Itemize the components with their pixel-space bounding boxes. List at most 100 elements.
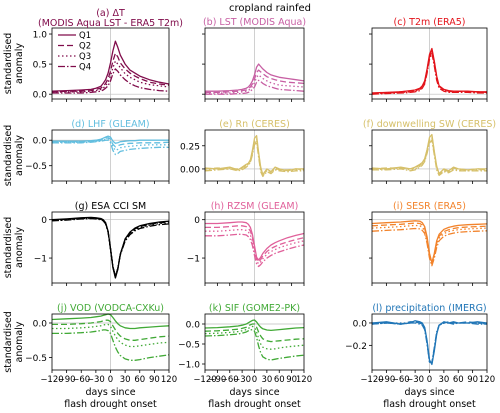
x-tick-label: 30 xyxy=(120,375,131,385)
series-line-q3 xyxy=(371,50,487,95)
series-line-q2 xyxy=(204,323,305,343)
panel-2: (b) LST (MODIS Aqua) xyxy=(202,17,306,102)
y-axis-label: anomaly xyxy=(14,135,25,176)
y-tick-label: 1.0 xyxy=(33,31,48,41)
series-line-q4 xyxy=(371,52,487,95)
x-tick-label: −60 xyxy=(221,375,239,385)
panel-7: 0 −1 (g) ESA CCI SM standardised anomaly xyxy=(3,201,170,286)
x-tick-label: −30 xyxy=(87,375,105,385)
panel-title: (d) LHF (GLEAM) xyxy=(71,119,149,130)
series-line-q4 xyxy=(52,329,170,361)
x-tick-label: −30 xyxy=(233,375,251,385)
panel-title: (b) LST (MODIS Aqua) xyxy=(203,17,306,28)
panel-10: 0.0 −0.5 −120−90−60−30 0 30 60 90 120 (j) VOD (V… xyxy=(3,303,177,410)
y-tick-label: −1 xyxy=(34,255,47,265)
x-tick-label: −90 xyxy=(208,375,226,385)
panel-8: 0 −1 (h) RZSM (GLEAM) xyxy=(187,201,305,286)
x-tick-label: 30 xyxy=(261,375,272,385)
x-tick-label: 120 xyxy=(296,375,312,385)
panel-title: (h) RZSM (GLEAM) xyxy=(211,201,299,212)
panel-6: (f) downwelling SW (CERES) xyxy=(363,119,496,184)
x-tick-label: 60 xyxy=(453,375,464,385)
y-tick-label: −0.2 xyxy=(345,342,367,352)
x-tick-label: 120 xyxy=(161,375,177,385)
y-axis-label: anomaly xyxy=(14,43,25,84)
x-tick-label: 30 xyxy=(438,375,449,385)
y-tick-label: 0 xyxy=(41,216,47,226)
panel-9: (i) SESR (ERA5) xyxy=(369,201,488,286)
x-tick-label: −60 xyxy=(392,375,410,385)
y-axis-label: standardised xyxy=(3,311,14,373)
x-tick-label: −30 xyxy=(406,375,424,385)
legend-label: Q3 xyxy=(79,52,91,62)
x-tick-label: 0 xyxy=(252,375,257,385)
panel-1: 0.0 0.5 1.0 (a) ΔT(MODIS Aqua LST - ERA5 T2… xyxy=(3,8,183,102)
y-axis-label: anomaly xyxy=(14,321,25,362)
series-line-q2 xyxy=(51,52,170,93)
x-tick-label: −90 xyxy=(377,375,395,385)
x-tick-label: −120 xyxy=(193,375,216,385)
series-line-q4 xyxy=(51,217,170,277)
x-axis-label: flash drought onset xyxy=(64,399,157,410)
x-tick-label: −120 xyxy=(40,375,63,385)
y-axis-label: standardised xyxy=(3,33,14,95)
series-line-q3 xyxy=(205,74,305,94)
series-line-q4 xyxy=(52,68,170,94)
panel-title: (f) downwelling SW (CERES) xyxy=(363,119,496,130)
x-tick-label: −60 xyxy=(72,375,90,385)
x-tick-label: 90 xyxy=(286,375,297,385)
series-line-q3 xyxy=(204,325,305,350)
y-axis-label: anomaly xyxy=(14,227,25,268)
x-tick-label: 60 xyxy=(134,375,145,385)
panel-title: (g) ESA CCI SM xyxy=(75,201,147,212)
legend-label: Q4 xyxy=(79,63,91,73)
panel-title: (i) SESR (ERA5) xyxy=(393,201,466,212)
x-tick-label: 60 xyxy=(274,375,285,385)
panel-title: (e) Rn (CERES) xyxy=(219,119,290,130)
series-line-q4 xyxy=(205,79,305,95)
y-tick-label: 0.25 xyxy=(180,142,200,152)
y-tick-label: 0.00 xyxy=(180,165,200,175)
x-tick-label: −120 xyxy=(360,375,383,385)
series-line-q4 xyxy=(52,139,169,156)
x-tick-label: 0 xyxy=(427,375,432,385)
series-line-q2 xyxy=(371,135,488,176)
x-tick-label: −90 xyxy=(58,375,76,385)
series-line-q4 xyxy=(371,227,488,267)
series-line-q3 xyxy=(51,60,170,94)
legend-label: Q2 xyxy=(79,42,91,52)
series-line-q3 xyxy=(371,137,487,176)
y-tick-label: 0.0 xyxy=(33,137,48,147)
panel-title: (j) VOD (VODCA-CXKu) xyxy=(57,303,164,314)
figure-suptitle: cropland rainfed xyxy=(229,3,311,14)
x-axis-label: flash drought onset xyxy=(208,399,301,410)
y-tick-label: −0.5 xyxy=(25,354,47,364)
legend-label: Q1 xyxy=(79,31,91,41)
x-tick-label: 0 xyxy=(108,375,113,385)
x-axis-label: days since xyxy=(85,387,135,398)
panel-grid: 0.0 0.5 1.0 (a) ΔT(MODIS Aqua LST - ERA5 T2… xyxy=(3,8,496,410)
series-line-q1 xyxy=(51,313,170,330)
y-tick-label: 0.5 xyxy=(33,61,47,71)
y-axis-label: standardised xyxy=(3,125,14,187)
y-tick-label: 0.0 xyxy=(353,319,368,329)
panel-title: (c) T2m (ERA5) xyxy=(394,17,466,28)
panel-12: 0.0 −0.2 −120−90−60−30 0 30 60 90 120 (l) precip… xyxy=(345,303,495,410)
series-line-q1 xyxy=(205,63,305,92)
series-line-q2 xyxy=(204,137,305,176)
y-tick-label: 0.0 xyxy=(186,321,201,331)
series-line-q4 xyxy=(371,322,487,363)
series-line-q4 xyxy=(204,328,305,361)
y-tick-label: 0.0 xyxy=(33,91,48,101)
series-line-q4 xyxy=(372,139,487,177)
y-tick-label: −0.5 xyxy=(178,341,200,351)
x-axis-label: days since xyxy=(404,387,454,398)
series-line-q1 xyxy=(204,319,305,332)
panel-4: 0.0 −0.5 (d) LHF (GLEAM) standardised anomal… xyxy=(3,119,170,187)
series-line-q3 xyxy=(52,323,170,348)
panel-3: (c) T2m (ERA5) xyxy=(369,17,488,102)
series-line-q1 xyxy=(204,134,304,176)
x-tick-label: 120 xyxy=(479,375,495,385)
